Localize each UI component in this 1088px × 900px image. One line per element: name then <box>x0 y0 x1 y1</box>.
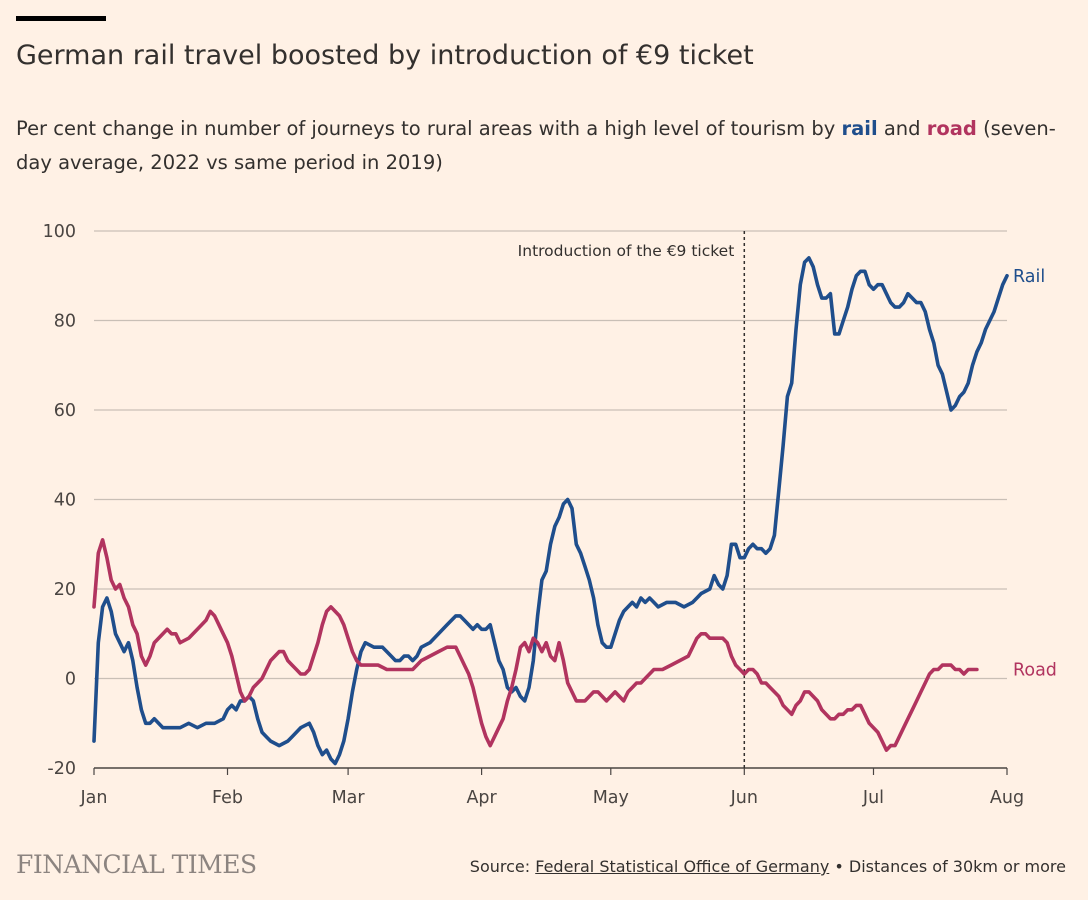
y-tick-label: 100 <box>43 222 76 242</box>
source-note: Source: Federal Statistical Office of Ge… <box>470 857 1066 876</box>
x-tick-label: Jul <box>862 788 884 808</box>
source-link[interactable]: Federal Statistical Office of Germany <box>535 857 830 876</box>
subtitle-text-after: (seven-day average, 2022 vs same period … <box>16 117 1056 174</box>
series-line-road <box>92 538 979 752</box>
y-tick-label: 80 <box>54 312 76 332</box>
line-chart: -20 0 20 40 60 80 100 Jan Feb Mar Apr May Jun Jul Aug I… <box>43 222 1057 808</box>
subtitle-rail-word: rail <box>841 117 878 140</box>
annotation-label: Introduction of the €9 ticket <box>518 242 735 260</box>
y-tick-label: 20 <box>54 580 76 600</box>
x-tick-label: Aug <box>990 788 1024 808</box>
subtitle-text-before: Per cent change in number of journeys to… <box>16 117 842 140</box>
source-suffix: • Distances of 30km or more <box>829 857 1066 876</box>
subtitle-text-middle: and <box>877 117 927 140</box>
y-tick-label: 0 <box>65 670 76 690</box>
y-tick-label: 60 <box>54 401 76 421</box>
x-tick-label: May <box>593 788 629 808</box>
x-tick-label: Mar <box>332 788 366 808</box>
x-tick-label: Apr <box>466 788 497 808</box>
series-label-rail: Rail <box>1013 267 1045 287</box>
subtitle-road-word: road <box>926 117 977 140</box>
y-tick-label: 40 <box>54 491 76 511</box>
y-tick-label: -20 <box>47 759 76 779</box>
series-label-road: Road <box>1013 661 1057 681</box>
ft-logo: FINANCIAL TIMES <box>16 850 257 879</box>
x-tick-label: Feb <box>212 788 243 808</box>
chart-title: German rail travel boosted by introducti… <box>16 40 754 71</box>
series-line-rail <box>92 256 1009 766</box>
x-tick-label: Jun <box>730 788 758 808</box>
chart-subtitle: Per cent change in number of journeys to… <box>16 112 1076 180</box>
source-prefix: Source: <box>469 857 536 876</box>
brand-top-bar <box>16 16 106 21</box>
x-tick-label: Jan <box>80 788 108 808</box>
